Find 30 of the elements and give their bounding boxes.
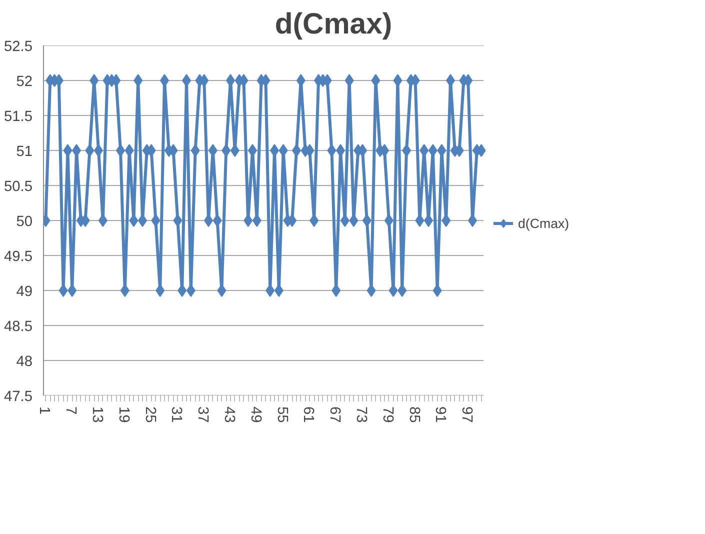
x-tick-label: 7 xyxy=(62,406,79,415)
x-tick-label: 43 xyxy=(221,406,237,423)
legend-label: d(Cmax) xyxy=(518,216,570,230)
x-tick-label: 79 xyxy=(379,406,396,423)
y-tick-label: 51 xyxy=(16,144,33,160)
chart-title: d(Cmax) xyxy=(274,8,392,40)
x-tick-label: 37 xyxy=(194,406,211,423)
x-tick-label: 73 xyxy=(353,406,369,423)
x-tick-label: 67 xyxy=(326,406,343,423)
x-tick-label: 31 xyxy=(168,406,184,423)
y-tick-label: 51.5 xyxy=(4,109,33,125)
y-tick-label: 48 xyxy=(16,354,33,370)
x-tick-label: 49 xyxy=(247,406,264,423)
y-tick-label: 50.5 xyxy=(4,179,33,195)
x-tick-label: 85 xyxy=(406,406,422,423)
y-tick-label: 49 xyxy=(16,284,33,300)
y-tick-label: 48.5 xyxy=(4,319,33,335)
x-tick-label: 91 xyxy=(432,406,448,423)
x-tick-label: 55 xyxy=(274,406,290,423)
x-tick-label: 25 xyxy=(142,406,158,423)
y-tick-label: 49.5 xyxy=(4,249,33,265)
x-tick-label: 13 xyxy=(89,406,105,423)
y-tick-label: 52.5 xyxy=(4,39,33,55)
y-tick-label: 52 xyxy=(16,74,33,90)
x-tick-label: 61 xyxy=(300,406,316,423)
y-tick-label: 50 xyxy=(16,214,33,230)
x-tick-label: 97 xyxy=(458,406,475,423)
x-tick-label: 19 xyxy=(115,406,132,423)
x-tick-label: 1 xyxy=(36,406,52,415)
y-tick-label: 47.5 xyxy=(4,389,33,405)
